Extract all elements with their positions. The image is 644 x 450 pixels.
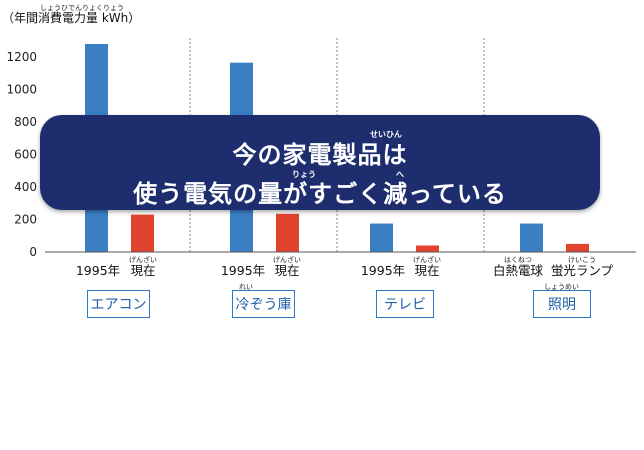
appliance-label: 照明 しょうめい	[533, 283, 591, 318]
category-label: 1995年	[76, 263, 120, 278]
headline-banner: せいひん りょう へ 今の家電製品は 使う電気の量がすごく減っている	[40, 115, 600, 210]
bar	[566, 243, 589, 252]
y-axis-label-furigana: しょうひでんりょくりょう	[40, 4, 124, 12]
y-tick-label: 0	[29, 245, 37, 259]
banner-furigana-ryou: りょう	[292, 170, 316, 179]
y-tick-label: 200	[14, 213, 37, 227]
y-tick-label: 1000	[6, 83, 37, 97]
y-tick-label: 400	[14, 180, 37, 194]
category-label: 蛍光ランプ	[551, 263, 614, 278]
bar	[131, 214, 154, 252]
banner-furigana-he: へ	[396, 170, 404, 179]
appliance-label-text: 冷ぞう庫	[235, 297, 292, 313]
category-label-furigana: げんざい	[413, 255, 441, 264]
appliance-label-furigana: しょうめい	[544, 283, 579, 291]
category-label: 1995年	[361, 263, 405, 278]
appliance-label-text: エアコン	[90, 297, 147, 313]
bar	[276, 213, 299, 252]
category-label-furigana: げんざい	[273, 255, 301, 264]
category-label: 白熱電球	[493, 263, 544, 278]
appliance-label: テレビ	[376, 290, 434, 318]
y-tick-label: 800	[14, 115, 37, 129]
appliance-label: エアコン	[87, 290, 150, 318]
appliance-label-text: 照明	[548, 297, 576, 313]
y-tick-label: 600	[14, 148, 37, 162]
category-label: 現在	[130, 263, 155, 278]
banner-furigana-seihin: せいひん	[370, 130, 402, 139]
category-label: 現在	[414, 263, 439, 278]
category-label-furigana: げんざい	[129, 255, 157, 264]
appliance-label-text: テレビ	[384, 297, 426, 313]
banner-line-1: 今の家電製品は	[232, 141, 408, 169]
category-label: 現在	[274, 263, 299, 278]
banner-line-2: 使う電気の量がすごく減っている	[133, 180, 507, 208]
appliance-label-furigana: れい	[239, 283, 253, 291]
y-tick-label: 1200	[6, 50, 37, 64]
category-label-furigana: はくねつ	[504, 256, 532, 264]
appliance-label: 冷ぞう庫 れい	[232, 283, 295, 318]
category-label: 1995年	[221, 263, 265, 278]
category-label-furigana: けいこう	[568, 256, 596, 264]
bar	[416, 245, 439, 252]
bar	[520, 223, 543, 252]
y-axis-label: （年間消費電力量 kWh）	[2, 10, 140, 25]
bar	[370, 223, 393, 252]
